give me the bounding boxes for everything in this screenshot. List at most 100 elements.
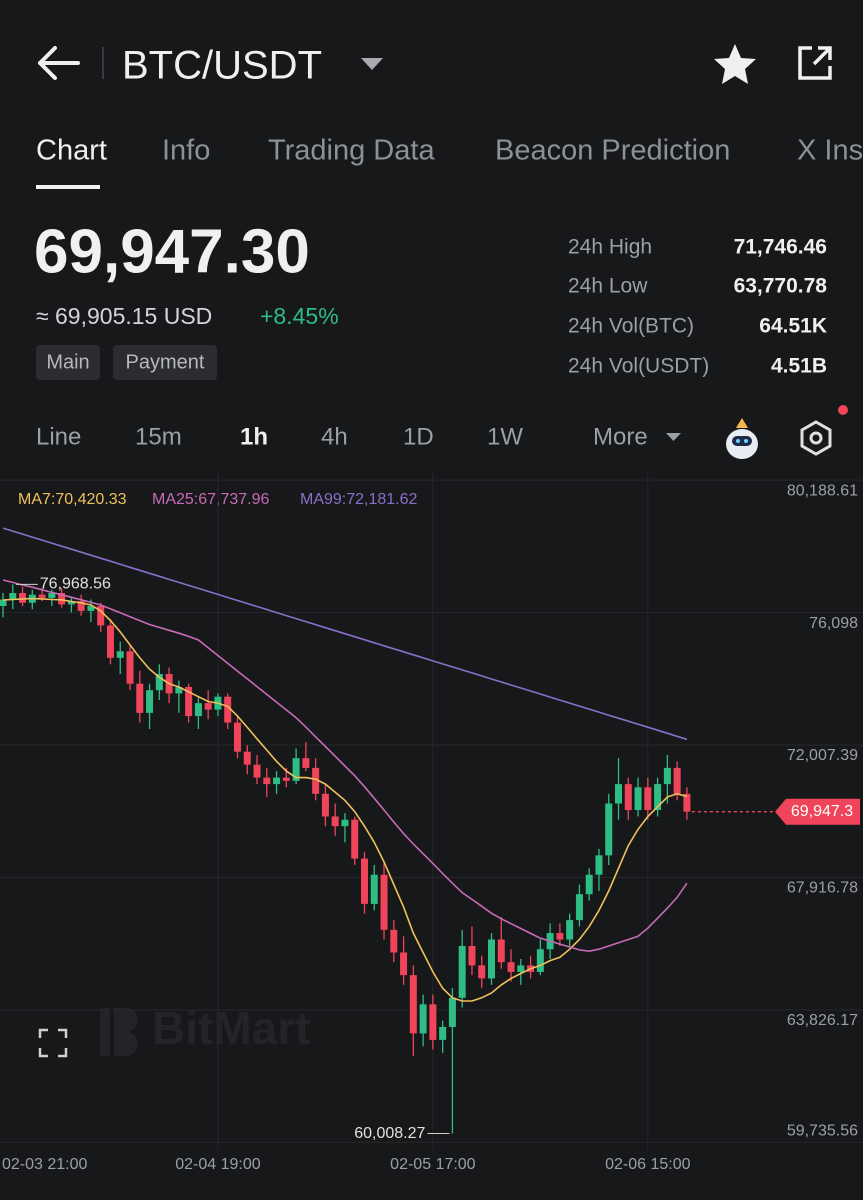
tag[interactable]: Main — [46, 351, 89, 373]
candle-body — [478, 965, 486, 979]
stat-label: 24h Vol(USDT) — [568, 355, 709, 378]
interval[interactable]: 1W — [487, 423, 523, 450]
pair-title[interactable]: BTC/USDT — [122, 44, 322, 88]
last-price-tag — [775, 798, 860, 825]
stat-label: 24h High — [568, 236, 652, 259]
candle-body — [634, 787, 642, 810]
plot — [0, 470, 863, 1150]
candle-body — [585, 874, 593, 895]
legend-entry: MA25:67,737.96 — [152, 491, 270, 508]
interval[interactable]: More — [593, 423, 648, 450]
robot-visor — [732, 436, 752, 446]
y-tick-label: 72,007.39 — [787, 747, 858, 764]
tag[interactable]: Payment — [126, 351, 205, 373]
interval[interactable]: Line — [36, 423, 81, 450]
candle-body — [126, 651, 134, 684]
y-tick-label: 76,098 — [809, 615, 858, 632]
more-dropdown[interactable] — [666, 433, 681, 441]
candle-body — [663, 767, 671, 785]
share-arrow — [812, 46, 832, 66]
candle-body — [419, 1004, 427, 1034]
interval[interactable]: 1D — [403, 423, 434, 450]
candle-body — [409, 975, 417, 1034]
y-tick-label: 67,916.78 — [787, 880, 858, 897]
stat-label: 24h Low — [568, 275, 648, 298]
tab-underline — [36, 185, 100, 189]
robot-hat — [736, 418, 748, 428]
candle-body — [136, 683, 144, 713]
watermark: BitMart — [100, 1002, 310, 1056]
ma-line — [2, 527, 688, 741]
candle-body — [615, 784, 623, 804]
tab[interactable]: Info — [162, 135, 210, 167]
candle-body — [458, 946, 466, 998]
tab[interactable]: Beacon Prediction — [495, 135, 730, 167]
fullscreen-button[interactable] — [38, 1028, 68, 1058]
robot-eye — [736, 439, 740, 443]
tab[interactable]: Trading Data — [268, 135, 435, 167]
candle-body — [566, 920, 574, 940]
candle-body — [400, 952, 408, 976]
candle-body — [517, 965, 525, 972]
candle-body — [595, 855, 603, 875]
tag-bg[interactable] — [36, 345, 100, 380]
stat-value: 63,770.78 — [734, 275, 828, 298]
candle-body — [380, 874, 388, 930]
candle-body — [575, 894, 583, 921]
legend-entry: MA7:70,420.33 — [18, 491, 127, 508]
stat-value: 4.51B — [771, 355, 827, 378]
tag-bg[interactable] — [113, 345, 217, 380]
price-change: +8.45% — [260, 303, 339, 329]
interval[interactable]: 15m — [135, 423, 182, 450]
interval[interactable]: 1h — [240, 423, 268, 450]
y-tick-label: 59,735.56 — [787, 1123, 858, 1140]
pair-dropdown[interactable] — [361, 58, 383, 70]
candle-body — [185, 686, 193, 717]
candle-body — [536, 949, 544, 972]
candle-body — [194, 703, 202, 717]
candle-body — [224, 696, 232, 723]
candle-body — [673, 767, 681, 794]
candle-body — [87, 606, 95, 611]
candle-body — [556, 933, 564, 940]
y-tick-label: 63,826.17 — [787, 1012, 858, 1029]
ma-line — [2, 597, 688, 1002]
candle-body — [497, 939, 505, 963]
candle-body — [146, 690, 154, 713]
candle-body — [204, 703, 212, 710]
favorite-star[interactable] — [714, 44, 756, 84]
tab[interactable]: X Ins — [797, 135, 863, 167]
candle-body — [360, 858, 368, 904]
candle-body — [116, 651, 124, 658]
interval[interactable]: 4h — [321, 423, 348, 450]
annotation-label: 60,008.27 — [354, 1125, 425, 1142]
tab[interactable]: Chart — [36, 135, 107, 167]
ma-line — [2, 579, 688, 953]
candle-body — [644, 787, 652, 810]
robot-icon[interactable] — [726, 418, 758, 459]
candle-body — [253, 764, 261, 778]
candle-body — [429, 1004, 437, 1040]
candle-body — [302, 758, 310, 768]
candle-body — [106, 625, 114, 658]
x-tick-label: 02-03 21:00 — [2, 1156, 88, 1173]
candle-body — [448, 997, 456, 1027]
notification-dot — [838, 405, 848, 415]
candle-body — [351, 819, 359, 859]
x-tick-label: 02-04 19:00 — [175, 1156, 261, 1173]
candle-body — [243, 751, 251, 765]
candle-body — [654, 784, 662, 810]
watermark-logo — [100, 1008, 110, 1056]
share-button[interactable] — [798, 46, 832, 80]
candle-body — [233, 722, 241, 752]
candle-body — [273, 777, 281, 785]
settings-button[interactable] — [800, 420, 832, 456]
candle-body — [331, 816, 339, 827]
x-tick-label: 02-05 17:00 — [390, 1156, 476, 1173]
settings-center — [809, 431, 823, 445]
candle-body — [312, 767, 320, 794]
candle-body — [155, 674, 163, 691]
candle-body — [292, 758, 300, 781]
back-button[interactable] — [38, 46, 80, 80]
